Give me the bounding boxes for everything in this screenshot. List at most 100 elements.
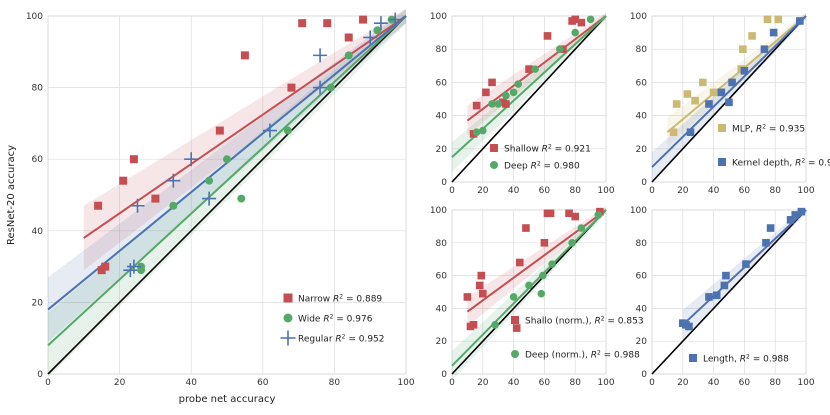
data-point bbox=[774, 15, 783, 24]
fit-line bbox=[651, 15, 807, 168]
data-point bbox=[512, 324, 521, 332]
data-point bbox=[509, 88, 518, 97]
data-point bbox=[568, 239, 576, 247]
data-point bbox=[571, 15, 579, 24]
data-point bbox=[571, 28, 579, 37]
data-point bbox=[262, 123, 277, 138]
legend-label: Deep (norm.), R2 = 0.988 bbox=[525, 349, 640, 361]
y-tick-label: 40 bbox=[436, 304, 448, 314]
legend-label: Shallo (norm.), R2 = 0.853 bbox=[525, 315, 644, 327]
data-point bbox=[748, 32, 756, 40]
y-tick-label: 100 bbox=[630, 12, 647, 22]
y-tick-label: 0 bbox=[441, 178, 447, 188]
x-tick-label: 80 bbox=[329, 378, 341, 388]
data-point bbox=[166, 173, 181, 188]
data-point bbox=[363, 30, 378, 45]
x-tick-label: 20 bbox=[477, 378, 489, 388]
data-point bbox=[725, 98, 733, 107]
data-point bbox=[472, 128, 481, 136]
data-point bbox=[151, 194, 160, 203]
legend-marker bbox=[280, 330, 296, 346]
y-tick-label: 40 bbox=[436, 112, 448, 122]
x-tick-label: 80 bbox=[569, 186, 581, 196]
data-point bbox=[283, 126, 292, 135]
legend-label: Kernel depth, R2 = 0.968 bbox=[732, 157, 830, 169]
data-point bbox=[344, 51, 353, 60]
x-tick-label: 80 bbox=[569, 378, 581, 388]
data-point bbox=[796, 17, 804, 25]
data-point bbox=[298, 19, 307, 28]
data-point bbox=[762, 239, 770, 247]
x-tick-label: 20 bbox=[477, 186, 489, 196]
data-point bbox=[543, 32, 552, 40]
data-point bbox=[514, 80, 523, 88]
x-tick-label: 100 bbox=[597, 378, 614, 388]
data-point bbox=[202, 191, 217, 206]
data-point bbox=[594, 211, 603, 219]
x-tick-label: 0 bbox=[45, 378, 51, 388]
x-tick-label: 40 bbox=[185, 378, 197, 388]
data-point bbox=[344, 33, 353, 42]
data-point bbox=[791, 211, 800, 219]
y-tick-label: 60 bbox=[436, 272, 448, 282]
data-point bbox=[169, 201, 178, 210]
data-point bbox=[763, 15, 772, 24]
legend-label: Length, R2 = 0.988 bbox=[703, 353, 789, 365]
data-point bbox=[522, 224, 530, 232]
data-point bbox=[525, 281, 533, 290]
data-point bbox=[494, 100, 503, 108]
y-tick-label: 60 bbox=[32, 155, 44, 165]
x-tick-label: 100 bbox=[797, 378, 814, 388]
data-point bbox=[326, 83, 335, 92]
identity-line bbox=[651, 209, 807, 375]
x-tick-label: 100 bbox=[397, 378, 414, 388]
data-point bbox=[540, 239, 549, 247]
y-tick-label: 40 bbox=[636, 112, 648, 122]
data-point bbox=[577, 18, 586, 27]
panel-bottom-mid: 0 20 40 60 80 100 0 20 40 60 80 100 Shallo (norm.), … bbox=[430, 206, 644, 388]
panel-main: 0 20 40 60 80 100 0 20 40 60 80 100 Narrow R2 = 0.88… bbox=[6, 8, 415, 405]
y-tick-label: 60 bbox=[636, 272, 648, 282]
x-tick-label: 0 bbox=[449, 186, 455, 196]
y-tick-label: 0 bbox=[641, 370, 647, 380]
data-point bbox=[705, 293, 713, 301]
data-point bbox=[130, 198, 145, 213]
x-tick-label: 0 bbox=[449, 378, 455, 388]
confidence-band bbox=[48, 8, 406, 342]
data-point bbox=[359, 15, 368, 24]
legend-marker bbox=[718, 124, 726, 132]
data-point bbox=[525, 65, 533, 73]
y-tick-label: 80 bbox=[436, 45, 448, 55]
legend-marker bbox=[718, 158, 726, 166]
x-tick-label: 60 bbox=[739, 378, 751, 388]
fit-line bbox=[47, 15, 407, 347]
y-axis-label: ResNet-20 accuracy bbox=[6, 145, 17, 245]
legend-marker bbox=[511, 350, 519, 358]
data-point bbox=[126, 259, 141, 274]
x-tick-label: 100 bbox=[797, 186, 814, 196]
data-point bbox=[685, 322, 693, 331]
data-point bbox=[740, 66, 749, 75]
data-point bbox=[373, 16, 388, 31]
data-point bbox=[313, 80, 328, 95]
data-point bbox=[797, 207, 806, 216]
data-point bbox=[479, 289, 487, 298]
legend-label: Deep R2 = 0.980 bbox=[504, 160, 580, 172]
data-point bbox=[388, 12, 403, 27]
data-point bbox=[683, 90, 692, 98]
identity-line bbox=[451, 15, 607, 183]
data-point bbox=[491, 321, 499, 329]
x-tick-label: 60 bbox=[257, 378, 269, 388]
data-point bbox=[705, 100, 713, 108]
data-point bbox=[101, 262, 110, 271]
x-tick-label: 20 bbox=[677, 186, 689, 196]
y-tick-label: 20 bbox=[636, 337, 648, 347]
legend-marker bbox=[689, 354, 697, 362]
confidence-band bbox=[83, 8, 407, 271]
data-point bbox=[488, 100, 496, 108]
data-point bbox=[94, 201, 103, 210]
x-axis-label: probe net accuracy bbox=[179, 394, 276, 405]
data-point bbox=[691, 96, 699, 105]
y-tick-label: 60 bbox=[636, 78, 648, 88]
x-tick-label: 80 bbox=[769, 378, 781, 388]
